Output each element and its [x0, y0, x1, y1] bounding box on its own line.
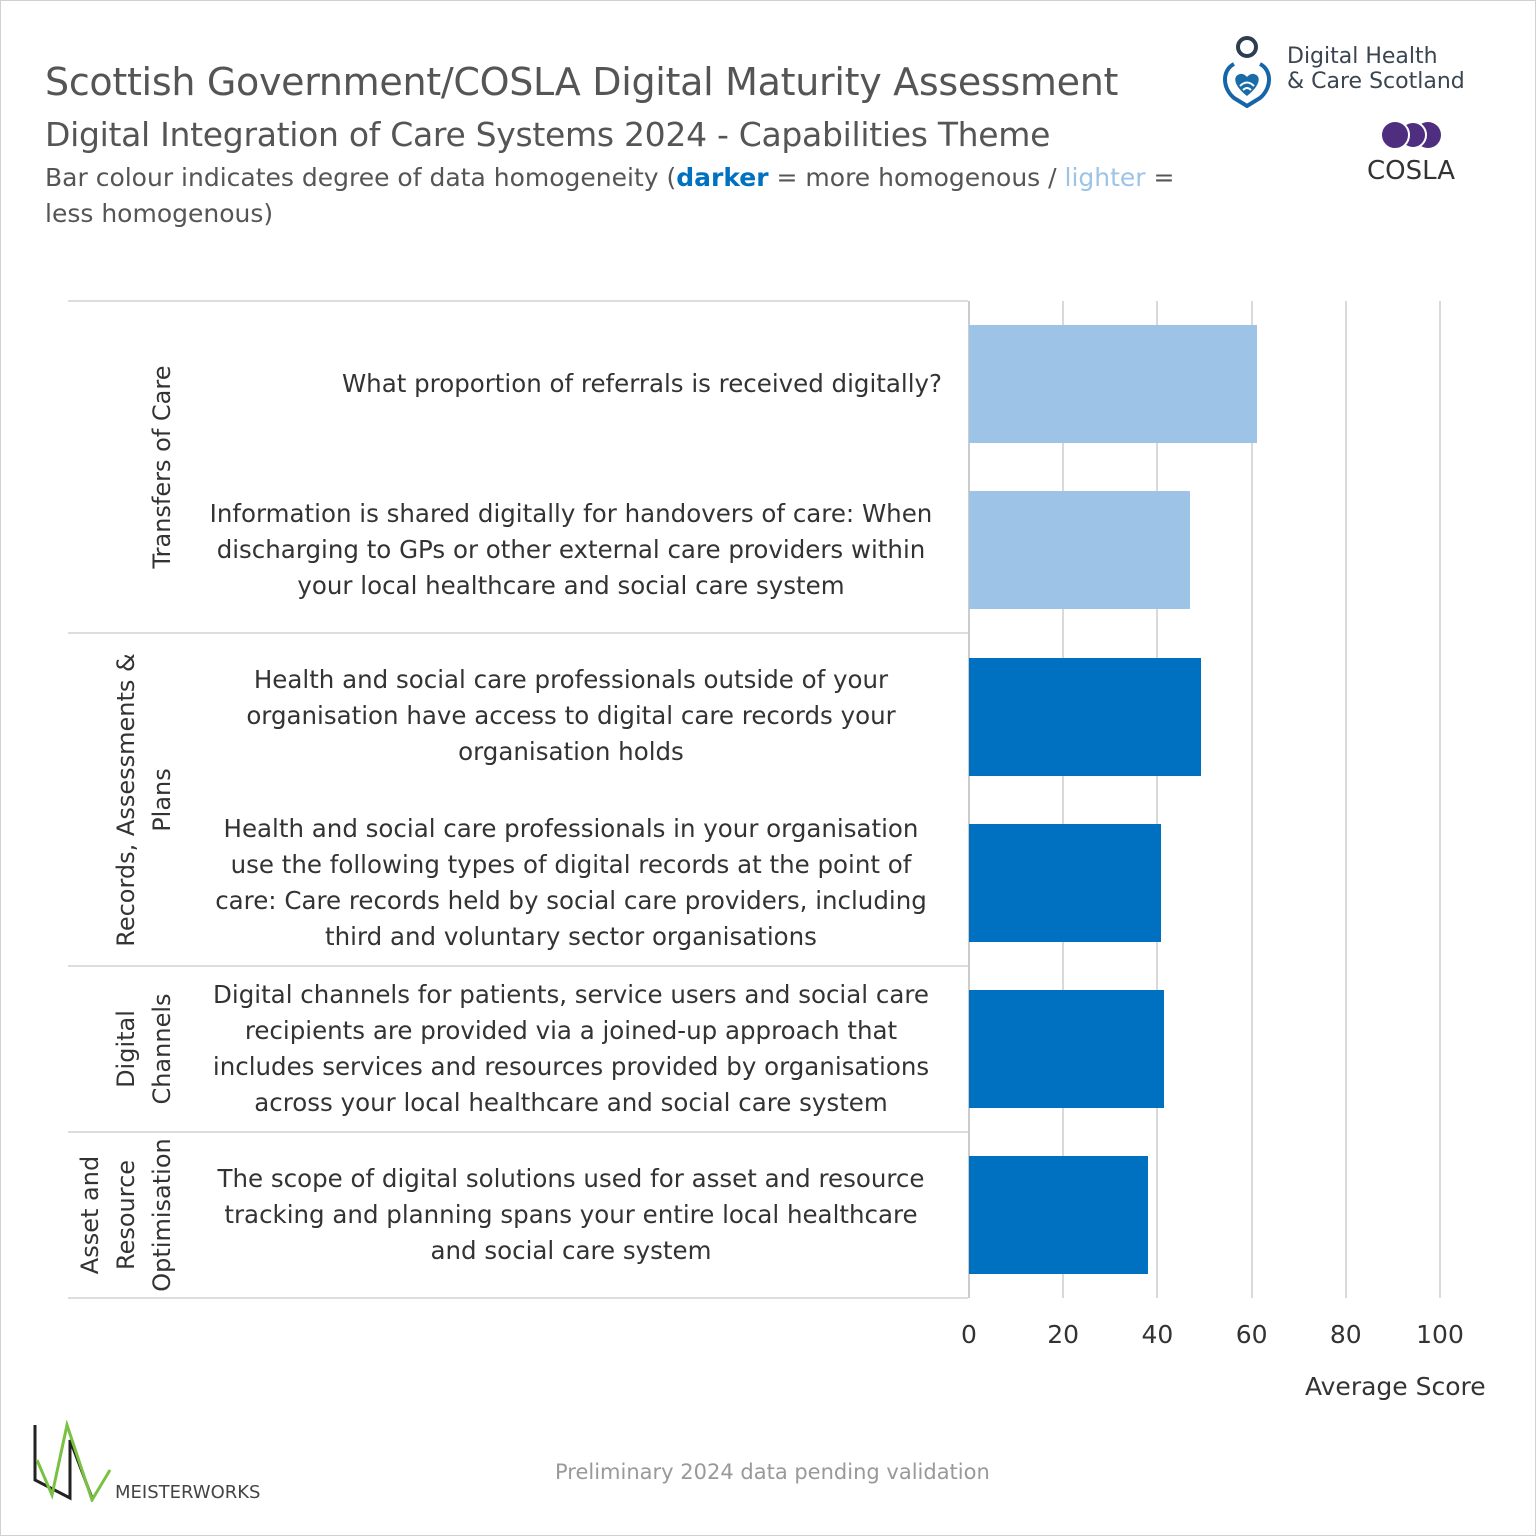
bar — [969, 989, 1164, 1108]
page-title: Scottish Government/COSLA Digital Maturi… — [45, 60, 1119, 104]
footer-note: Preliminary 2024 data pending validation — [555, 1460, 990, 1484]
dhcs-line1: Digital Health — [1287, 44, 1438, 69]
gridline — [1156, 301, 1159, 1299]
note-lighter: lighter — [1064, 163, 1146, 192]
x-tick-label: 40 — [1141, 1320, 1174, 1349]
note-mid: = more homogenous / — [768, 163, 1065, 192]
x-tick-label: 20 — [1047, 1320, 1080, 1349]
category-label-text: Information is shared digitally for hand… — [209, 499, 933, 601]
gridline — [1062, 301, 1065, 1299]
bar — [969, 823, 1161, 942]
category-label-text: Digital channels for patients, service u… — [212, 979, 930, 1117]
meisterworks-logo — [32, 1419, 112, 1506]
category-label: Digital channels for patients, service u… — [200, 966, 942, 1132]
group-divider — [68, 964, 968, 967]
category-label: Health and social care professionals in … — [200, 800, 942, 966]
meisterworks-text: MEISTERWORKS — [115, 1482, 261, 1503]
x-tick-label: 80 — [1329, 1320, 1362, 1349]
category-label: The scope of digital solutions used for … — [200, 1132, 942, 1298]
dhcs-logo-text: Digital Health & Care Scotland — [1287, 44, 1465, 94]
x-tick-label: 0 — [961, 1320, 977, 1349]
bar — [969, 491, 1191, 610]
table-top-line — [68, 300, 968, 302]
group-label: Asset and Resource Optimisation — [75, 1138, 176, 1292]
category-label: Information is shared digitally for hand… — [200, 467, 942, 633]
category-label-text: Health and social care professionals out… — [246, 665, 896, 767]
group-label: Records, Assessments & Plans — [112, 652, 177, 947]
dhcs-line2: & Care Scotland — [1287, 69, 1465, 94]
note-suffix: = less homogenous) — [45, 163, 1175, 228]
bar — [969, 325, 1257, 444]
bar — [969, 657, 1202, 776]
category-label: Health and social care professionals out… — [200, 633, 942, 799]
dhcs-logo — [1220, 34, 1274, 112]
note-darker: darker — [676, 163, 769, 192]
colour-note: Bar colour indicates degree of data homo… — [45, 160, 1225, 232]
cosla-logo — [1380, 120, 1442, 154]
group-label: Digital Channels — [111, 993, 176, 1105]
category-label-text: What proportion of referrals is received… — [341, 369, 942, 399]
category-label-text: Health and social care professionals in … — [215, 813, 927, 951]
note-prefix: Bar colour indicates degree of data homo… — [45, 163, 677, 192]
group-divider — [68, 632, 968, 635]
cosla-circles-icon — [1380, 120, 1441, 150]
group-label: Transfers of Care — [148, 365, 177, 569]
gridline — [1250, 301, 1253, 1299]
group-divider — [68, 1131, 968, 1133]
group-divider — [68, 1297, 968, 1300]
x-tick-label: 60 — [1235, 1320, 1268, 1349]
page-subtitle: Digital Integration of Care Systems 2024… — [45, 115, 1051, 154]
category-label: What proportion of referrals is received… — [200, 301, 942, 467]
gridline — [1439, 301, 1441, 1299]
cosla-text: COSLA — [1367, 156, 1455, 186]
dhcs-heart-icon — [1223, 36, 1271, 109]
meisterworks-mark-icon — [33, 1419, 112, 1504]
x-axis-label: Average Score — [1305, 1372, 1486, 1401]
bar — [969, 1156, 1149, 1275]
gridline — [1344, 301, 1347, 1299]
gridline — [968, 301, 970, 1299]
x-tick-label: 100 — [1416, 1320, 1464, 1349]
category-label-text: The scope of digital solutions used for … — [217, 1164, 925, 1266]
